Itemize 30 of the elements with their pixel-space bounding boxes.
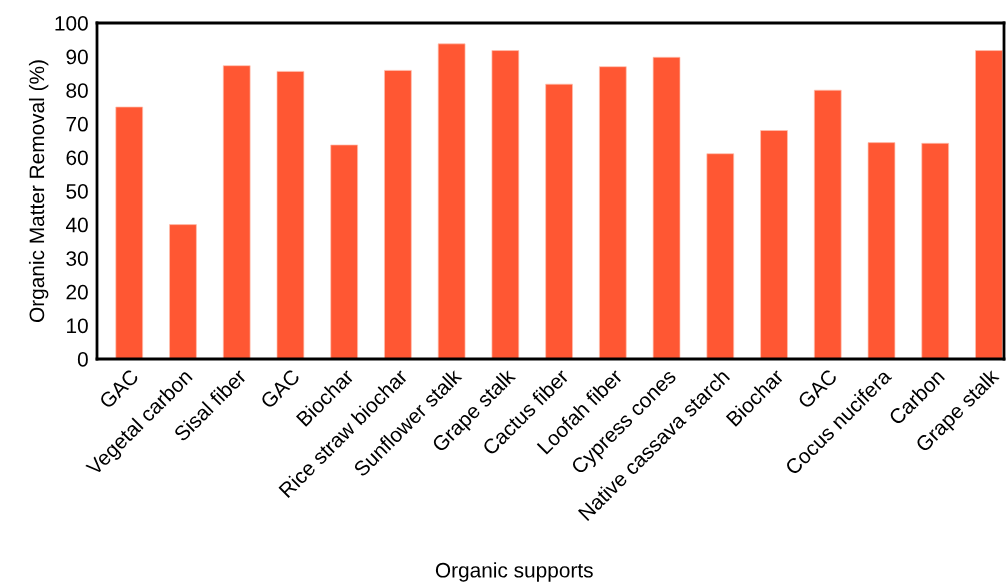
bar (330, 144, 358, 359)
y-tick-label: 40 (65, 217, 88, 233)
bar (169, 224, 197, 359)
y-tick-label: 20 (66, 284, 88, 300)
bar (384, 70, 412, 359)
bar (867, 142, 896, 359)
bar (921, 142, 950, 359)
bar (760, 130, 788, 359)
bar (222, 65, 251, 359)
bar (706, 153, 735, 359)
bar (599, 66, 627, 359)
y-tick-label: 0 (77, 352, 88, 367)
bar (115, 106, 144, 359)
y-tick-label: 70 (66, 116, 88, 132)
y-axis-title: Organic Matter Removal (%) (28, 60, 49, 322)
y-tick-label: 50 (66, 184, 88, 199)
y-tick-label: 10 (67, 318, 88, 334)
bar (491, 50, 520, 359)
bar (276, 71, 305, 359)
bar (975, 50, 1003, 359)
bar (545, 83, 573, 359)
x-axis-title: Organic supports (435, 562, 593, 582)
y-tick-label: 100 (55, 16, 88, 31)
y-tick-label: 90 (66, 49, 88, 65)
bar (437, 43, 466, 359)
y-tick-label: 80 (66, 83, 88, 98)
bar (813, 89, 842, 359)
y-tick-label: 60 (66, 150, 88, 166)
y-tick-label: 30 (66, 251, 88, 266)
bar (652, 56, 681, 359)
